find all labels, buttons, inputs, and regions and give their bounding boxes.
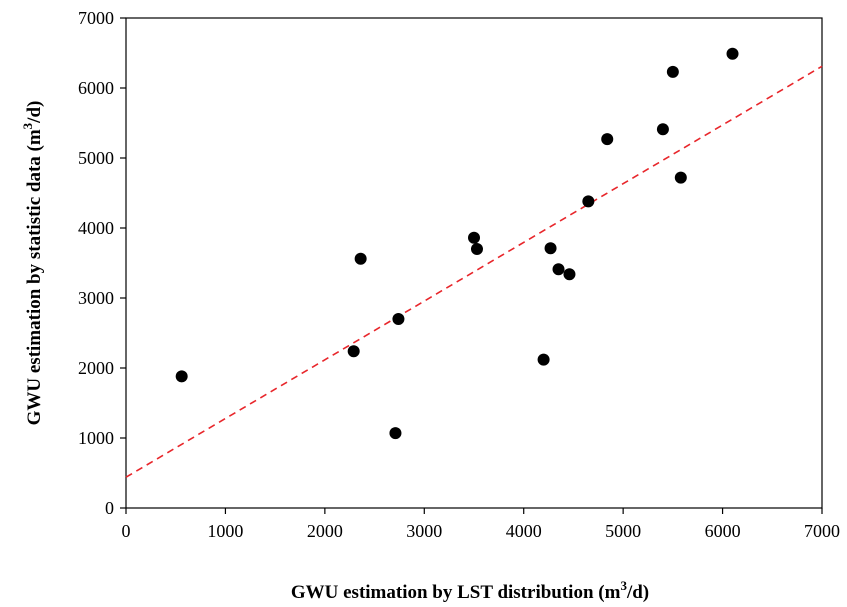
- data-point: [392, 313, 405, 325]
- y-tick-label: 5000: [78, 148, 114, 168]
- data-point: [544, 242, 557, 255]
- y-tick-label: 3000: [78, 288, 114, 308]
- y-axis-title-sup: 3: [20, 122, 35, 129]
- y-tick-label: 1000: [78, 428, 114, 448]
- x-tick-label: 4000: [506, 521, 542, 541]
- plot-area: [125, 17, 823, 509]
- y-axis-ticks: 0 1000 2000 3000 4000 5000 6000 7000: [78, 8, 126, 518]
- y-axis-title: GWU estimation by statistic data (m3/d): [20, 101, 45, 426]
- data-point: [389, 427, 402, 440]
- data-point: [354, 252, 367, 265]
- data-point: [552, 263, 565, 276]
- data-point: [468, 231, 480, 244]
- x-tick-label: 3000: [406, 521, 442, 541]
- y-tick-label: 6000: [78, 78, 114, 98]
- data-points: [175, 47, 739, 440]
- x-tick-label: 7000: [804, 521, 840, 541]
- data-point: [347, 345, 360, 358]
- y-tick-label: 7000: [78, 8, 114, 28]
- data-point: [666, 65, 679, 78]
- x-axis-title-sup: 3: [620, 578, 627, 593]
- x-axis-title-end: /d): [626, 582, 649, 603]
- x-tick-label: 1000: [207, 521, 243, 541]
- x-tick-label: 2000: [307, 521, 343, 541]
- y-tick-label: 0: [105, 498, 114, 518]
- data-point: [175, 370, 188, 383]
- data-point: [537, 353, 550, 366]
- data-point: [674, 171, 687, 184]
- trend-line: [125, 65, 823, 478]
- x-axis-title-main: GWU estimation by LST distribution (m: [291, 582, 621, 603]
- data-point: [656, 123, 669, 136]
- data-point: [582, 195, 595, 208]
- y-tick-label: 2000: [78, 358, 114, 378]
- x-tick-label: 5000: [605, 521, 641, 541]
- x-tick-label: 6000: [705, 521, 741, 541]
- y-axis-title-end: /d): [24, 101, 45, 124]
- x-tick-label: 0: [122, 521, 131, 541]
- y-axis-title-main: GWU estimation by statistic data (m: [24, 129, 45, 425]
- x-axis-title: GWU estimation by LST distribution (m3/d…: [291, 578, 649, 603]
- data-point: [601, 133, 614, 146]
- data-point: [563, 268, 576, 281]
- y-tick-label: 4000: [78, 218, 114, 238]
- data-point: [726, 47, 739, 60]
- x-axis-ticks: 0 1000 2000 3000 4000 5000 6000 7000: [122, 508, 840, 541]
- data-point: [470, 243, 483, 255]
